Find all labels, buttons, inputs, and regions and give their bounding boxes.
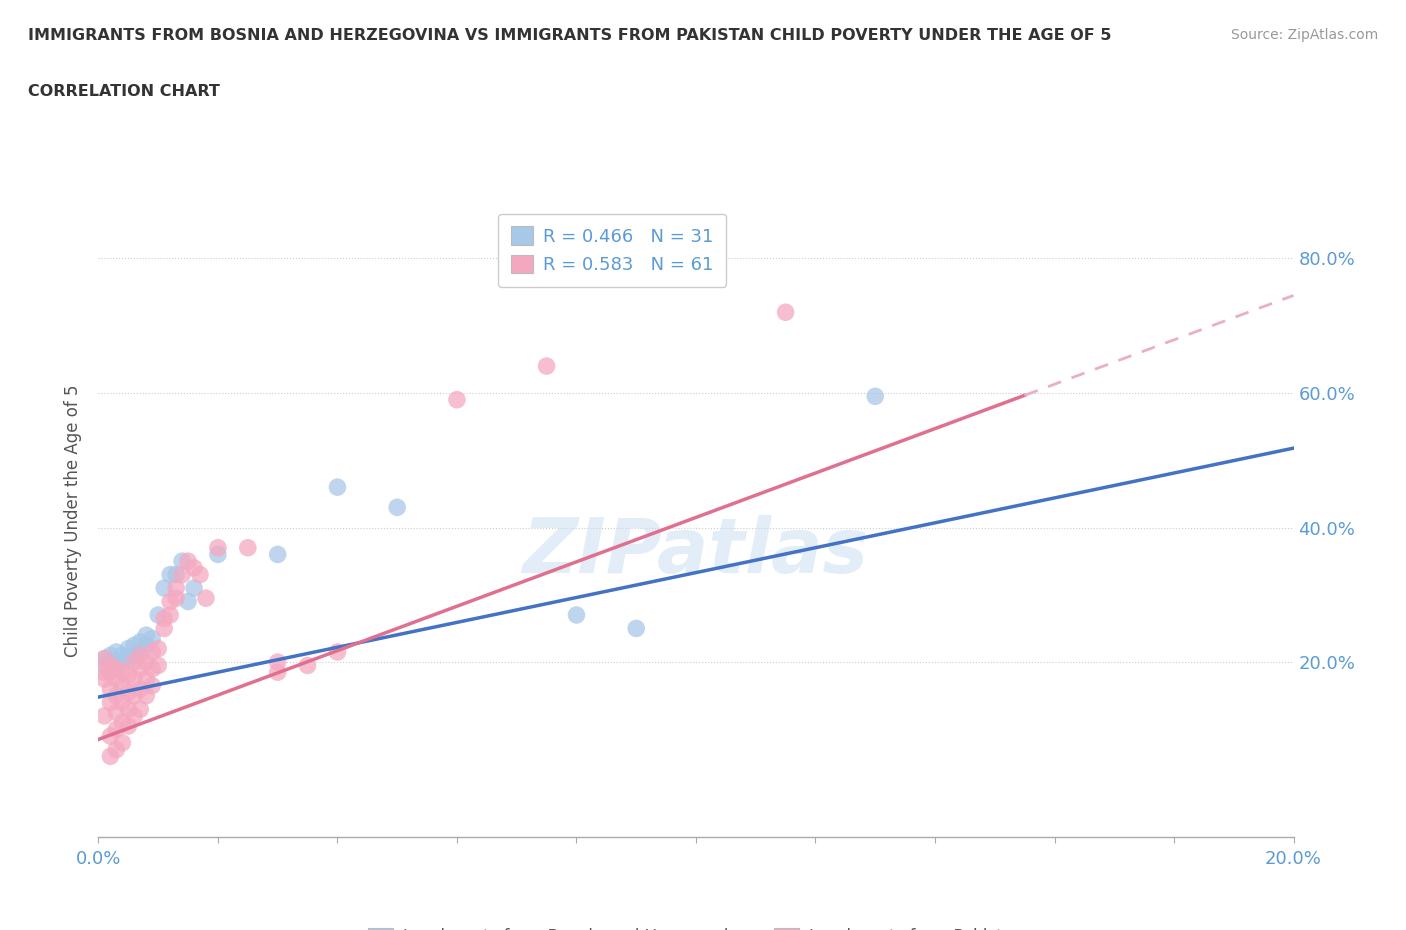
Point: [124, 688, 146, 703]
Point: [129, 682, 152, 697]
Point: [236, 540, 259, 555]
Point: [297, 658, 319, 673]
Text: Source: ZipAtlas.com: Source: ZipAtlas.com: [1230, 28, 1378, 42]
Point: [177, 594, 200, 609]
Point: [111, 665, 134, 680]
Point: [326, 480, 349, 495]
Point: [105, 705, 128, 720]
Point: [93, 651, 115, 666]
Point: [207, 540, 229, 555]
Point: [93, 709, 115, 724]
Point: [135, 688, 157, 703]
Point: [135, 628, 157, 643]
Point: [100, 695, 122, 710]
Point: [135, 638, 157, 653]
Point: [177, 553, 200, 568]
Point: [141, 661, 163, 676]
Point: [93, 671, 115, 686]
Point: [129, 644, 152, 659]
Point: [165, 580, 187, 595]
Point: [172, 567, 194, 582]
Point: [93, 651, 115, 666]
Point: [183, 561, 205, 576]
Point: [326, 644, 349, 659]
Point: [124, 638, 146, 653]
Point: [165, 591, 187, 605]
Point: [148, 658, 170, 673]
Point: [148, 607, 170, 622]
Point: [105, 742, 128, 757]
Text: ZIPatlas: ZIPatlas: [523, 515, 869, 590]
Point: [188, 567, 211, 582]
Point: [135, 655, 157, 670]
Point: [153, 611, 176, 626]
Point: [153, 621, 176, 636]
Point: [100, 648, 122, 663]
Point: [267, 547, 290, 562]
Point: [446, 392, 468, 407]
Point: [865, 389, 887, 404]
Point: [105, 688, 128, 703]
Point: [183, 580, 205, 595]
Point: [105, 661, 128, 676]
Point: [195, 591, 218, 605]
Point: [129, 634, 152, 649]
Point: [626, 621, 648, 636]
Point: [111, 736, 134, 751]
Point: [536, 359, 558, 374]
Point: [111, 715, 134, 730]
Point: [117, 719, 139, 734]
Legend: Immigrants from Bosnia and Herzegovina, Immigrants from Pakistan: Immigrants from Bosnia and Herzegovina, …: [361, 922, 1031, 930]
Point: [267, 665, 290, 680]
Point: [105, 644, 128, 659]
Point: [100, 665, 122, 680]
Point: [124, 648, 146, 663]
Point: [117, 651, 139, 666]
Point: [117, 684, 139, 699]
Point: [105, 658, 128, 673]
Point: [93, 665, 115, 680]
Point: [267, 655, 290, 670]
Point: [117, 641, 139, 656]
Point: [93, 658, 115, 673]
Y-axis label: Child Poverty Under the Age of 5: Child Poverty Under the Age of 5: [65, 384, 83, 658]
Point: [100, 728, 122, 743]
Point: [148, 641, 170, 656]
Point: [129, 661, 152, 676]
Point: [117, 702, 139, 717]
Point: [159, 594, 181, 609]
Point: [105, 722, 128, 737]
Point: [100, 658, 122, 673]
Text: IMMIGRANTS FROM BOSNIA AND HERZEGOVINA VS IMMIGRANTS FROM PAKISTAN CHILD POVERTY: IMMIGRANTS FROM BOSNIA AND HERZEGOVINA V…: [28, 28, 1112, 43]
Point: [385, 500, 409, 515]
Point: [159, 607, 181, 622]
Point: [172, 553, 194, 568]
Point: [111, 695, 134, 710]
Point: [775, 305, 797, 320]
Point: [165, 567, 187, 582]
Point: [153, 580, 176, 595]
Point: [141, 678, 163, 693]
Point: [141, 631, 163, 646]
Point: [124, 655, 146, 670]
Point: [207, 547, 229, 562]
Point: [111, 678, 134, 693]
Point: [159, 567, 181, 582]
Point: [124, 671, 146, 686]
Point: [124, 709, 146, 724]
Point: [100, 655, 122, 670]
Point: [105, 671, 128, 686]
Point: [135, 671, 157, 686]
Point: [129, 648, 152, 663]
Point: [141, 644, 163, 659]
Text: CORRELATION CHART: CORRELATION CHART: [28, 84, 219, 99]
Point: [111, 648, 134, 663]
Point: [111, 655, 134, 670]
Point: [117, 668, 139, 683]
Point: [100, 682, 122, 697]
Point: [129, 702, 152, 717]
Point: [565, 607, 588, 622]
Point: [100, 749, 122, 764]
